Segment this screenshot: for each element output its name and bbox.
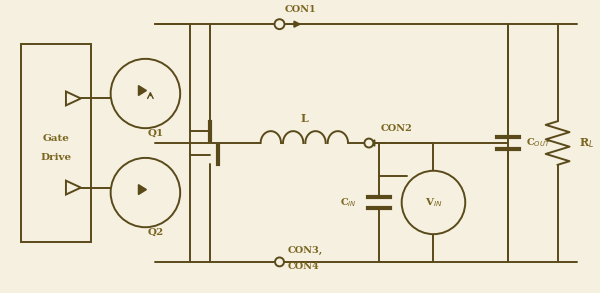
Polygon shape: [139, 185, 146, 195]
Circle shape: [275, 19, 284, 29]
Text: Q1: Q1: [147, 129, 163, 138]
FancyBboxPatch shape: [21, 44, 91, 242]
Text: CON1: CON1: [284, 5, 316, 14]
Text: Gate: Gate: [43, 134, 70, 143]
Circle shape: [275, 258, 284, 266]
Polygon shape: [139, 86, 146, 96]
Text: CON3,: CON3,: [287, 246, 323, 255]
Polygon shape: [66, 181, 81, 195]
Text: CON2: CON2: [381, 124, 413, 133]
Text: V$_{IN}$: V$_{IN}$: [425, 196, 442, 209]
Circle shape: [401, 171, 465, 234]
Text: R$_L$: R$_L$: [580, 136, 595, 150]
Text: L: L: [301, 113, 308, 124]
Text: CON4: CON4: [287, 262, 319, 271]
Text: C$_{IN}$: C$_{IN}$: [340, 196, 357, 209]
Polygon shape: [66, 91, 81, 105]
Text: C$_{OUT}$: C$_{OUT}$: [526, 137, 551, 149]
Circle shape: [364, 139, 373, 147]
Circle shape: [110, 158, 180, 227]
Circle shape: [110, 59, 180, 128]
Text: Q2: Q2: [147, 228, 163, 237]
Text: Drive: Drive: [40, 154, 71, 162]
